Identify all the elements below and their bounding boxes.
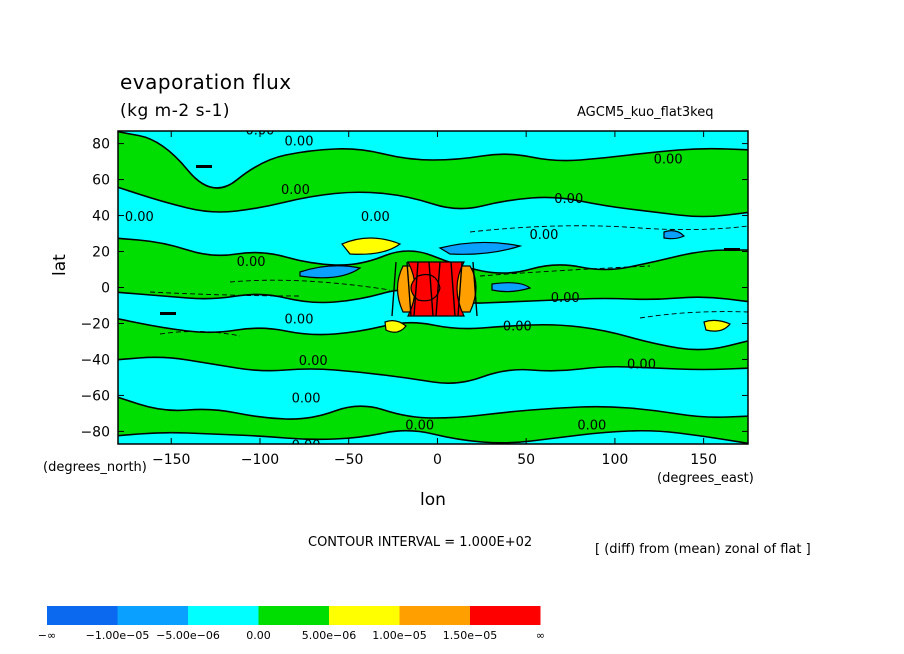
contour-line bbox=[428, 261, 434, 317]
negative-contour bbox=[149, 291, 301, 297]
colorbar-label: −∞ bbox=[38, 629, 56, 642]
comparison-note: [ (diff) from (mean) zonal of flat ] bbox=[595, 542, 811, 557]
contour-label: 0.00 bbox=[405, 419, 434, 434]
contour-label: 0.00 bbox=[529, 228, 558, 243]
x-unit-label: (degrees_east) bbox=[657, 471, 754, 486]
positive-band bbox=[118, 317, 748, 384]
contour-label: 0.00 bbox=[577, 419, 606, 434]
anomaly-region bbox=[384, 320, 407, 333]
anomaly-region bbox=[663, 230, 686, 240]
contour-line bbox=[435, 261, 441, 317]
x-axis-label: lon bbox=[420, 490, 446, 510]
colorbar-swatch bbox=[399, 606, 470, 625]
x-tick-label: 100 bbox=[602, 452, 629, 468]
positive-band bbox=[118, 131, 748, 218]
contour-line bbox=[472, 261, 478, 317]
colorbar-swatch bbox=[188, 606, 259, 625]
contour-label: 0.00 bbox=[237, 255, 266, 270]
contour-fragment bbox=[724, 248, 740, 251]
anomaly-region bbox=[341, 237, 402, 255]
colorbar-label: ∞ bbox=[536, 629, 545, 642]
colorbar-swatch bbox=[47, 606, 118, 625]
y-tick-label: 40 bbox=[92, 209, 110, 225]
negative-contour bbox=[469, 225, 748, 233]
y-tick-label: −60 bbox=[80, 388, 110, 404]
contour-label: 0.00 bbox=[361, 210, 390, 225]
contour-label: 0.00 bbox=[125, 210, 154, 225]
chart-title: evaporation flux bbox=[120, 70, 292, 94]
contour-line bbox=[406, 261, 412, 317]
y-tick-label: 60 bbox=[92, 173, 110, 189]
contour-fragment bbox=[160, 312, 176, 315]
y-unit-label: (degrees_north) bbox=[43, 460, 147, 475]
anomaly-region bbox=[438, 241, 523, 255]
contour-label: 0.00 bbox=[551, 291, 580, 306]
y-tick-label: 20 bbox=[92, 245, 110, 261]
colorbar-swatch bbox=[329, 606, 400, 625]
y-tick-label: 80 bbox=[92, 137, 110, 153]
contour-interval: CONTOUR INTERVAL = 1.000E+02 bbox=[308, 535, 533, 550]
x-tick-label: 150 bbox=[690, 452, 717, 468]
run-name: AGCM5_kuo_flat3keq bbox=[577, 105, 714, 120]
colorbar-label: −5.00e−06 bbox=[156, 629, 220, 642]
y-tick-label: 0 bbox=[101, 281, 110, 297]
negative-contour bbox=[229, 279, 391, 291]
anomaly-region bbox=[703, 319, 731, 332]
contour-line bbox=[391, 261, 397, 317]
colorbar-label: 1.00e−05 bbox=[372, 629, 426, 642]
colorbar-label: 0.00 bbox=[246, 629, 271, 642]
plot-area: 0.00 0.00 0.00 0.00 0.00 0.00 0.00 0.00 0.00 0.00… bbox=[118, 131, 748, 453]
x-tick-label: −50 bbox=[334, 452, 364, 468]
colorbar-label: −1.00e−05 bbox=[86, 629, 150, 642]
negative-contour bbox=[479, 265, 651, 277]
x-tick-label: 0 bbox=[433, 452, 442, 468]
positive-band bbox=[118, 396, 748, 444]
contour-label: 0.00 bbox=[285, 312, 314, 327]
contour-label: 0.00 bbox=[503, 320, 532, 335]
contour-line bbox=[450, 261, 456, 317]
contour-fragment bbox=[196, 165, 212, 168]
x-tick-label: −150 bbox=[152, 452, 190, 468]
contour-label: 0.00 bbox=[554, 192, 583, 207]
anomaly-region bbox=[410, 273, 441, 302]
colorbar-label: 1.50e−05 bbox=[443, 629, 497, 642]
y-tick-label: −80 bbox=[80, 424, 110, 440]
contour-label: 0.00 bbox=[285, 134, 314, 149]
colorbar-label: 5.00e−06 bbox=[302, 629, 356, 642]
y-axis-label: lat bbox=[50, 254, 70, 276]
y-tick-label: −20 bbox=[80, 316, 110, 332]
negative-contour bbox=[159, 330, 241, 337]
contour-label: 0.00 bbox=[299, 354, 328, 369]
contour-line bbox=[457, 261, 463, 317]
x-tick-label: −100 bbox=[241, 452, 279, 468]
contour-label: 0.00 bbox=[281, 183, 310, 198]
y-tick-label: −40 bbox=[80, 352, 110, 368]
anomaly-region bbox=[491, 282, 532, 293]
colorbar-swatch bbox=[470, 606, 541, 625]
contour-label: 0.00 bbox=[292, 392, 321, 407]
colorbar-swatch bbox=[258, 606, 329, 625]
anomaly-region bbox=[299, 265, 362, 279]
colorbar-swatch bbox=[117, 606, 188, 625]
x-tick-label: 50 bbox=[517, 452, 535, 468]
negative-contour bbox=[639, 311, 748, 319]
contour-label: 0.00 bbox=[627, 357, 656, 372]
contour-line bbox=[413, 261, 419, 317]
chart-units: (kg m-2 s-1) bbox=[120, 101, 231, 121]
contour-label: 0.00 bbox=[654, 152, 683, 167]
contour-label: 0.00 bbox=[292, 438, 321, 453]
